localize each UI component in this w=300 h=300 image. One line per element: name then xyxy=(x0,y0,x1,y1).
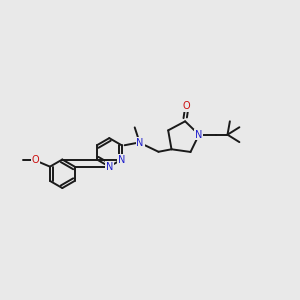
Text: N: N xyxy=(106,162,113,172)
Text: N: N xyxy=(136,138,144,148)
Text: N: N xyxy=(195,130,203,140)
Text: O: O xyxy=(31,155,39,165)
Text: O: O xyxy=(183,101,190,111)
Text: N: N xyxy=(118,154,125,164)
